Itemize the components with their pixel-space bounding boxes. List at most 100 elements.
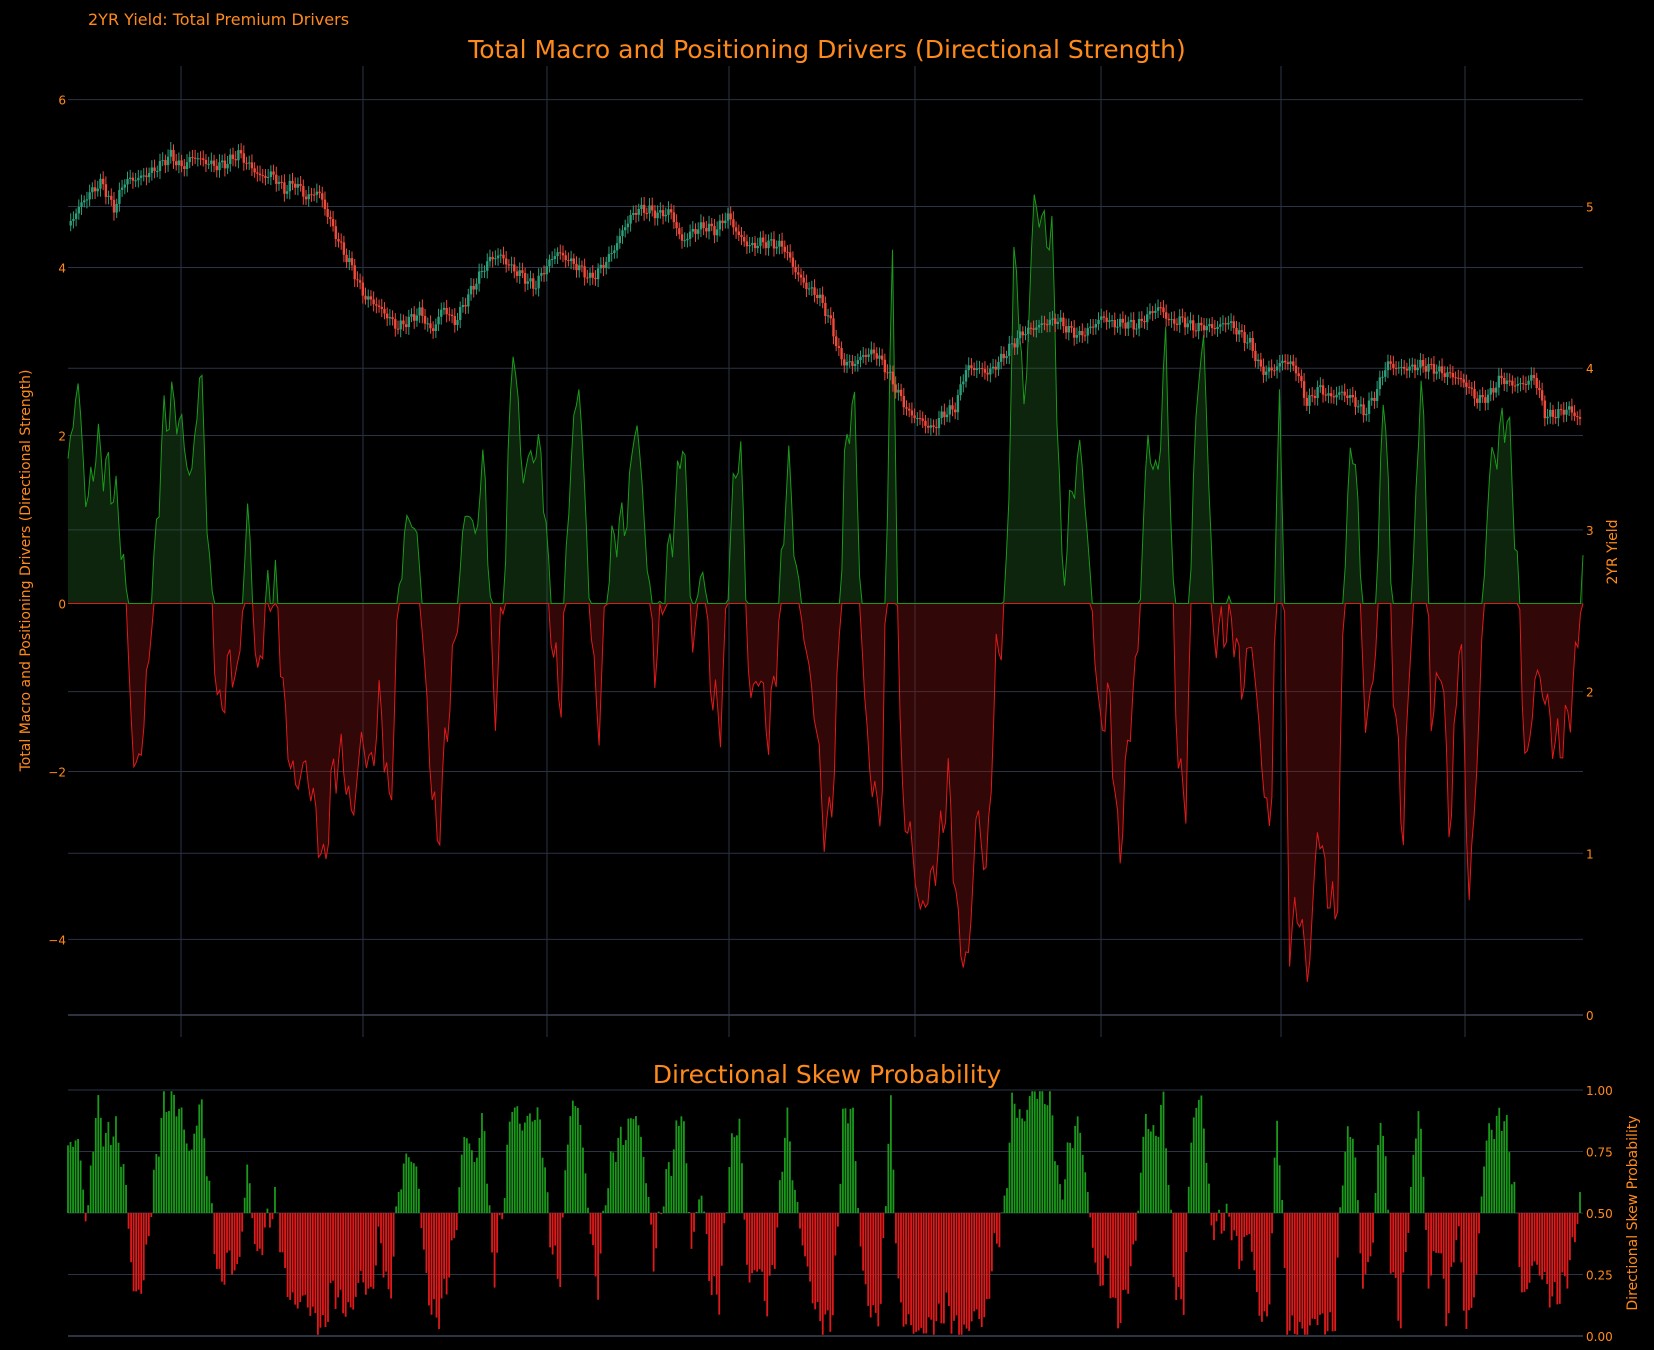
candle-body (734, 227, 738, 232)
candle-body (434, 324, 438, 331)
candle-body (740, 235, 743, 238)
candle-body (77, 207, 81, 214)
skew-bar (655, 1213, 658, 1249)
candle-body (1113, 320, 1116, 328)
skew-bar (743, 1213, 746, 1220)
skew-bar (902, 1213, 905, 1327)
skew-bar (417, 1188, 420, 1213)
skew-bar (1293, 1213, 1296, 1334)
skew-bar (433, 1213, 435, 1300)
skew-bar (289, 1213, 292, 1300)
skew-bar (728, 1167, 731, 1213)
skew-bar (801, 1213, 804, 1246)
skew-bar (481, 1113, 483, 1213)
candle-body (394, 319, 397, 329)
skew-bar (922, 1213, 925, 1334)
candle-body (1484, 397, 1487, 403)
skew-bar (1079, 1132, 1082, 1213)
candle-body (526, 281, 530, 284)
skew-bar (470, 1150, 473, 1213)
skew-bar (74, 1140, 77, 1213)
skew-bar (216, 1213, 218, 1269)
candle-body (1381, 376, 1384, 378)
candle-body (1508, 380, 1511, 382)
skew-bar (188, 1150, 191, 1213)
candle-body (1010, 343, 1014, 345)
skew-bar (228, 1213, 231, 1251)
skew-bar (1028, 1096, 1031, 1213)
skew-bar (526, 1115, 529, 1213)
skew-bar (1200, 1095, 1203, 1213)
skew-bar (571, 1100, 574, 1213)
candle-body (683, 240, 686, 242)
skew-bar (985, 1213, 988, 1300)
candle-body (1118, 318, 1122, 327)
skew-bar (1139, 1172, 1142, 1213)
skew-bar (168, 1110, 170, 1213)
candle-body (1221, 323, 1225, 325)
skew-bar (584, 1173, 587, 1213)
candle-body (1281, 360, 1284, 364)
candle-body (1489, 388, 1492, 395)
candle-body (1465, 382, 1468, 387)
skew-bar (1523, 1213, 1526, 1292)
skew-bar (910, 1213, 912, 1326)
skew-bar (794, 1189, 796, 1213)
candle-body (158, 161, 162, 172)
skew-bar (1356, 1200, 1359, 1213)
candle-body (1248, 338, 1252, 343)
candle-body (1081, 330, 1084, 336)
skew-bar (551, 1213, 554, 1255)
candle-body (99, 178, 102, 189)
candle-body (264, 175, 267, 178)
candle-body (661, 210, 665, 217)
skew-bar (693, 1213, 695, 1232)
candle-body (275, 174, 278, 184)
candle-body (1516, 383, 1519, 386)
skew-bar (486, 1183, 488, 1213)
skew-bar (829, 1213, 832, 1332)
skew-bar (594, 1213, 597, 1277)
candle-body (494, 258, 497, 260)
candle-body (1359, 404, 1363, 407)
candle-body (1100, 316, 1103, 320)
skew-bar (1008, 1142, 1011, 1213)
skew-bar (266, 1208, 269, 1213)
candle-body (1373, 397, 1376, 402)
candle-body (962, 381, 965, 385)
skew-bar (948, 1213, 950, 1306)
candle-body (1405, 368, 1409, 371)
skew-bar (1543, 1213, 1546, 1273)
candle-body (615, 243, 619, 251)
candle-body (991, 366, 995, 369)
candle-body (829, 315, 832, 319)
candle-body (1329, 393, 1333, 397)
skew-bar (1190, 1142, 1193, 1213)
candle-body (1540, 390, 1544, 401)
candle-body (1565, 409, 1568, 415)
skew-bar (905, 1213, 907, 1325)
skew-bar (1026, 1109, 1029, 1213)
skew-bar (1452, 1213, 1455, 1263)
candle-body (491, 256, 494, 260)
skew-bar (849, 1108, 852, 1213)
skew-bar (1223, 1213, 1225, 1231)
candle-body (532, 278, 535, 289)
candle-body (940, 411, 943, 418)
candle-body (1300, 376, 1303, 382)
skew-bar (1031, 1091, 1034, 1213)
skew-bar (203, 1138, 206, 1213)
candle-body (1189, 320, 1192, 324)
candle-body (302, 185, 305, 197)
skew-bar (200, 1099, 203, 1213)
candle-body (956, 395, 960, 413)
skew-bar (763, 1213, 766, 1301)
skew-bar (453, 1213, 456, 1239)
candle-body (529, 278, 532, 282)
skew-bar (736, 1135, 738, 1213)
candle-body (767, 240, 770, 249)
candle-body (694, 228, 697, 234)
candle-body (1457, 377, 1460, 379)
skew-bar (713, 1213, 716, 1277)
